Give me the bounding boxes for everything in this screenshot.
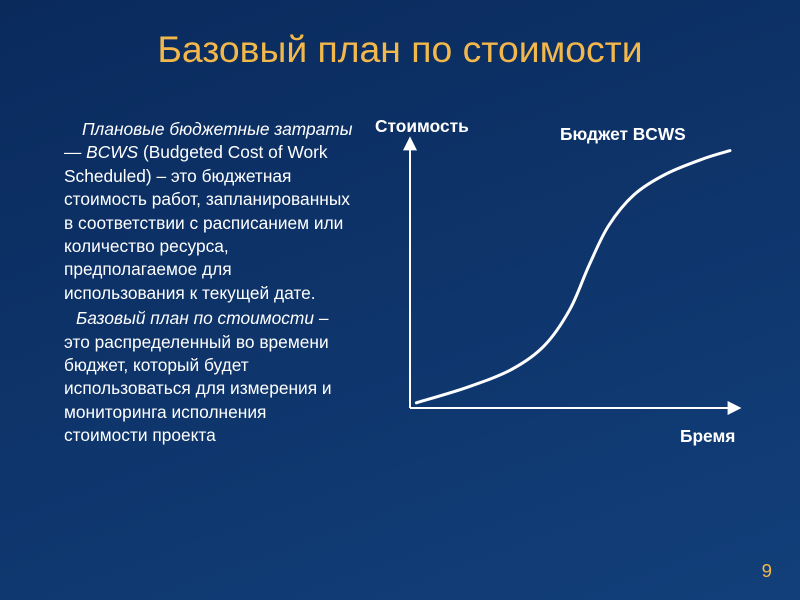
body-text-block: Плановые бюджетные затраты — BCWS (Budge… bbox=[64, 118, 354, 447]
chart-legend-label: Бюджет BCWS bbox=[560, 124, 686, 145]
paragraph-1: Плановые бюджетные затраты — BCWS (Budge… bbox=[64, 118, 354, 305]
page-number: 9 bbox=[762, 560, 772, 582]
s-curve-chart: Стоимость Бюджет BCWS Бремя bbox=[380, 118, 760, 458]
x-axis-label: Бремя bbox=[680, 426, 735, 447]
para2-lead: Базовый план по стоимости bbox=[76, 308, 314, 328]
para1-rest: (Budgeted Cost of Work Scheduled) – это … bbox=[64, 142, 350, 302]
chart-svg bbox=[380, 118, 760, 428]
paragraph-2: Базовый план по стоимости – это распреде… bbox=[64, 307, 354, 447]
y-axis-label: Стоимость bbox=[375, 116, 469, 137]
para2-rest: – это распределенный во времени бюджет, … bbox=[64, 308, 332, 445]
slide: Базовый план по стоимости Плановые бюдже… bbox=[0, 0, 800, 600]
slide-title: Базовый план по стоимости bbox=[0, 28, 800, 71]
